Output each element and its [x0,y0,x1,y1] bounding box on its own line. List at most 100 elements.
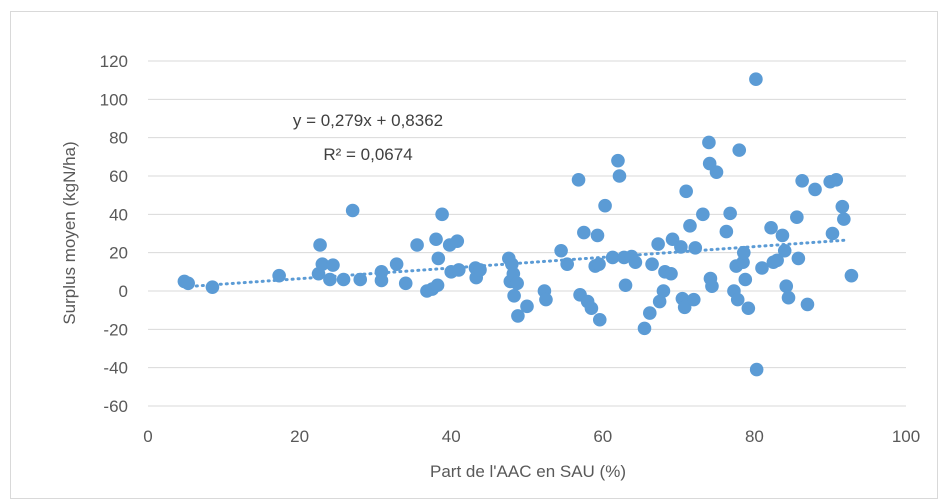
data-point [686,292,701,307]
x-tick-label: 100 [892,427,920,446]
data-point [584,301,599,316]
data-point [326,258,340,272]
data-point [656,284,671,298]
y-tick-label: -40 [103,359,128,378]
data-point [554,243,568,258]
data-point [560,257,574,271]
data-point [511,309,525,323]
data-point [791,251,806,266]
data-point [800,297,815,312]
data-point [450,234,465,248]
data-point [732,143,747,157]
data-point [473,263,487,277]
data-point [431,251,446,266]
y-tick-label: 80 [109,129,128,148]
data-point [777,243,792,258]
data-point [795,173,809,188]
data-point [709,165,724,179]
x-tick-label: 0 [143,427,152,446]
data-point [837,212,851,226]
data-point [374,273,389,288]
y-tick-label: -20 [103,320,128,339]
data-point [702,135,716,150]
data-point [590,228,605,243]
data-point [345,203,360,218]
data-point [645,257,659,271]
data-point [205,280,220,294]
data-point [775,228,790,243]
y-axis-title: Surplus moyen (kgN/ha) [60,141,79,324]
y-tick-label: 20 [109,244,128,263]
data-point [539,292,553,307]
data-point [674,240,688,254]
data-point [410,238,424,252]
data-point [651,237,665,251]
data-point [677,300,692,315]
data-point [688,241,703,255]
data-point [510,276,524,291]
data-point [741,301,756,316]
data-point [611,153,625,168]
gridlines [148,60,906,407]
data-point [272,268,286,283]
data-point [336,272,351,287]
data-point [770,253,784,268]
y-axis-tick-labels: -60 -40 -20 0 20 40 60 80 100 120 [100,52,128,416]
data-point [738,272,753,287]
data-point [612,169,627,183]
data-point [705,279,719,294]
y-tick-label: 100 [100,90,128,109]
data-points [177,72,859,377]
data-point [683,219,697,233]
data-point [181,276,195,291]
data-point [679,184,693,199]
x-tick-label: 60 [593,427,612,446]
data-point [628,255,643,270]
data-point [652,294,667,309]
data-point [790,210,804,225]
y-tick-label: 60 [109,167,128,186]
data-point [598,198,612,213]
data-point [592,312,607,327]
x-axis-tick-labels: 0 20 40 60 80 100 [143,427,920,446]
data-point [736,245,751,260]
data-point [835,199,850,214]
data-point [520,299,534,314]
y-tick-label: -60 [103,397,128,416]
data-point [719,224,734,239]
data-point [664,266,678,281]
data-point [435,207,449,222]
data-point [749,362,764,377]
data-point [844,268,859,283]
trendline-equation: y = 0,279x + 0,8362 [293,111,443,130]
data-point [430,278,445,293]
y-tick-label: 120 [100,52,128,71]
x-tick-label: 80 [745,427,764,446]
x-axis-title: Part de l'AAC en SAU (%) [430,462,626,481]
data-point [829,173,844,187]
data-point [779,279,794,294]
data-point [323,272,337,287]
data-point [605,250,620,265]
data-point [315,257,330,271]
data-point [808,182,822,197]
data-point [451,263,466,277]
data-point [696,207,710,222]
r-squared-label: R² = 0,0674 [323,145,412,164]
data-point [781,290,796,305]
data-point [389,257,404,271]
data-point [723,206,737,221]
y-tick-label: 40 [109,205,128,224]
data-point [571,173,586,187]
data-point [825,226,840,241]
data-point [749,72,763,87]
data-point [429,232,443,247]
data-point [730,292,745,307]
data-point [353,272,368,287]
data-point [507,288,521,303]
data-point [764,220,778,235]
data-point [592,257,606,271]
data-point [618,278,633,293]
data-point [577,225,591,240]
